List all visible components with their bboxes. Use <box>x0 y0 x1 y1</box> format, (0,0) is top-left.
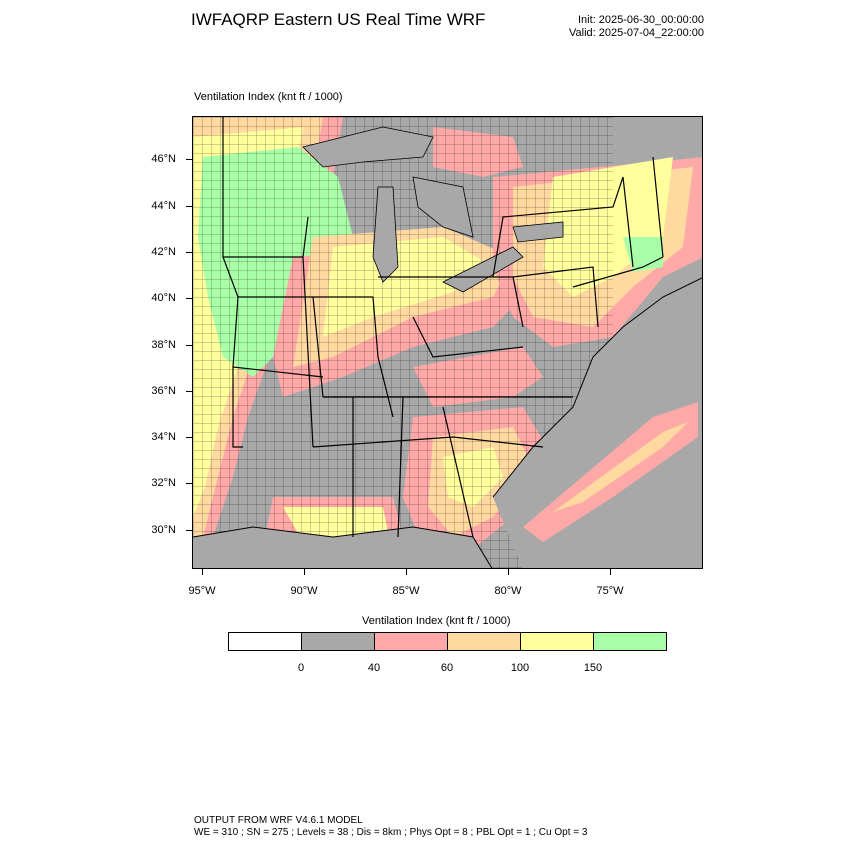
lake-superior <box>302 126 434 168</box>
atlantic-ocean <box>493 277 702 568</box>
colorbar-box-2 <box>375 633 448 650</box>
lon-tick <box>304 569 305 575</box>
colorbar-box-3 <box>448 633 521 650</box>
atlantic-offshore-orange <box>553 422 688 512</box>
lat-tick <box>186 530 192 531</box>
field-title: Ventilation Index (knt ft / 1000) <box>194 91 343 103</box>
coastline <box>193 277 702 568</box>
lat-label-44: 44°N <box>151 200 176 212</box>
lon-tick <box>406 569 407 575</box>
lat-tick <box>186 345 192 346</box>
colorbar-label-100: 100 <box>510 662 530 674</box>
init-time: Init: 2025-06-30_00:00:00 <box>578 14 704 26</box>
lon-tick <box>508 569 509 575</box>
lat-label-34: 34°N <box>151 431 176 443</box>
colorbar-title: Ventilation Index (knt ft / 1000) <box>362 615 511 627</box>
colorbar <box>228 632 667 651</box>
colorbar-box-0 <box>229 633 302 650</box>
lake-ontario <box>512 221 564 243</box>
valid-time: Valid: 2025-07-04_22:00:00 <box>569 27 704 39</box>
lat-label-46: 46°N <box>151 153 176 165</box>
lat-label-30: 30°N <box>151 524 176 536</box>
lat-tick <box>186 159 192 160</box>
colorbar-label-150: 150 <box>583 662 603 674</box>
colorbar-box-5 <box>594 633 666 650</box>
lon-label-80: 80°W <box>494 585 522 597</box>
lon-label-95: 95°W <box>188 585 216 597</box>
model-title: IWFAQRP Eastern US Real Time WRF <box>191 10 486 29</box>
gulf-of-mexico <box>193 527 492 568</box>
lat-tick <box>186 206 192 207</box>
lon-tick <box>202 569 203 575</box>
lat-label-42: 42°N <box>151 246 176 258</box>
lon-label-90: 90°W <box>290 585 318 597</box>
model-output-line: OUTPUT FROM WRF V4.6.1 MODEL <box>194 815 363 826</box>
colorbar-label-40: 40 <box>367 662 381 674</box>
colorbar-label-0: 0 <box>297 662 305 674</box>
lat-label-36: 36°N <box>151 385 176 397</box>
lat-tick <box>186 252 192 253</box>
lat-tick <box>186 483 192 484</box>
lon-tick <box>610 569 611 575</box>
lat-tick <box>186 298 192 299</box>
lon-label-85: 85°W <box>392 585 420 597</box>
lon-label-75: 75°W <box>596 585 624 597</box>
lake-michigan <box>372 186 399 283</box>
lake-huron <box>412 176 474 238</box>
lake-erie <box>442 246 524 293</box>
colorbar-label-60: 60 <box>440 662 454 674</box>
colorbar-box-4 <box>521 633 594 650</box>
model-config-line: WE = 310 ; SN = 275 ; Levels = 38 ; Dis … <box>194 827 588 838</box>
ventilation-index-map <box>192 116 703 569</box>
lat-label-40: 40°N <box>151 292 176 304</box>
lat-tick <box>186 391 192 392</box>
lat-tick <box>186 437 192 438</box>
colorbar-box-1 <box>302 633 375 650</box>
lat-label-38: 38°N <box>151 339 176 351</box>
state-boundaries <box>222 117 664 538</box>
lat-label-32: 32°N <box>151 477 176 489</box>
